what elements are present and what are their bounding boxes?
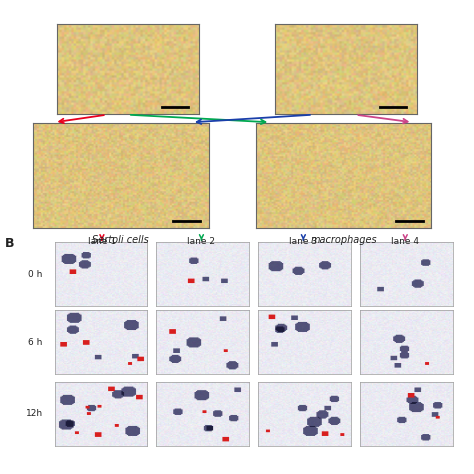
Text: 12h: 12h [26,409,43,418]
Text: lane 3: lane 3 [289,237,318,246]
Text: 0 h: 0 h [28,271,43,279]
Text: lane 1: lane 1 [88,237,116,246]
Text: lane 2: lane 2 [187,237,216,246]
Text: B: B [5,237,14,250]
Text: macrophages: macrophages [310,235,377,245]
Text: Sertoli cells: Sertoli cells [92,235,149,245]
Text: 6 h: 6 h [28,338,43,346]
Text: lane 4: lane 4 [391,237,419,246]
